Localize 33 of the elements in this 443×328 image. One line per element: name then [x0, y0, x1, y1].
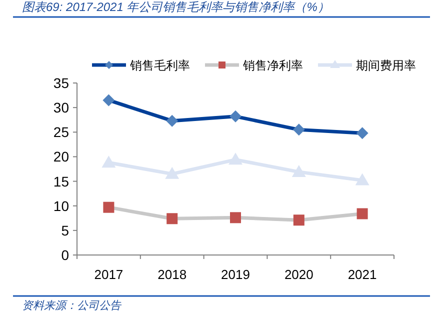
- y-tick-label: 35: [53, 75, 70, 91]
- y-tick-label: 15: [53, 173, 70, 190]
- point: [292, 124, 305, 136]
- point: [102, 94, 115, 106]
- point: [355, 173, 370, 186]
- point: [166, 114, 178, 127]
- x-tick-label: 2017: [94, 267, 124, 282]
- legend-label: 期间费用率: [356, 58, 416, 72]
- x-tick-label: 2020: [284, 267, 314, 282]
- point: [356, 127, 368, 140]
- x-tick-label: 2019: [221, 267, 250, 282]
- legend-label: 销售毛利率: [129, 58, 190, 72]
- legend-label: 销售净利率: [242, 58, 303, 72]
- point: [165, 166, 180, 179]
- point: [230, 110, 242, 122]
- y-tick-label: 25: [53, 124, 70, 140]
- y-tick-label: 0: [61, 247, 70, 263]
- point: [102, 156, 116, 168]
- point: [103, 202, 114, 213]
- chart-title: 图表69: 2017-2021 年公司销售毛利率与销售净利率（%）: [22, 0, 330, 14]
- point: [356, 208, 368, 220]
- point: [230, 212, 241, 224]
- point: [228, 152, 242, 165]
- point: [292, 164, 306, 177]
- point: [293, 214, 304, 226]
- y-tick-label: 5: [61, 222, 70, 238]
- y-tick-label: 20: [53, 148, 70, 165]
- x-tick-label: 2021: [348, 267, 377, 282]
- y-tick-label: 10: [53, 198, 70, 214]
- x-tick-label: 2018: [158, 267, 187, 282]
- y-tick-label: 30: [53, 100, 70, 116]
- point: [166, 213, 178, 224]
- text: 资料来源：公司公告: [22, 299, 122, 312]
